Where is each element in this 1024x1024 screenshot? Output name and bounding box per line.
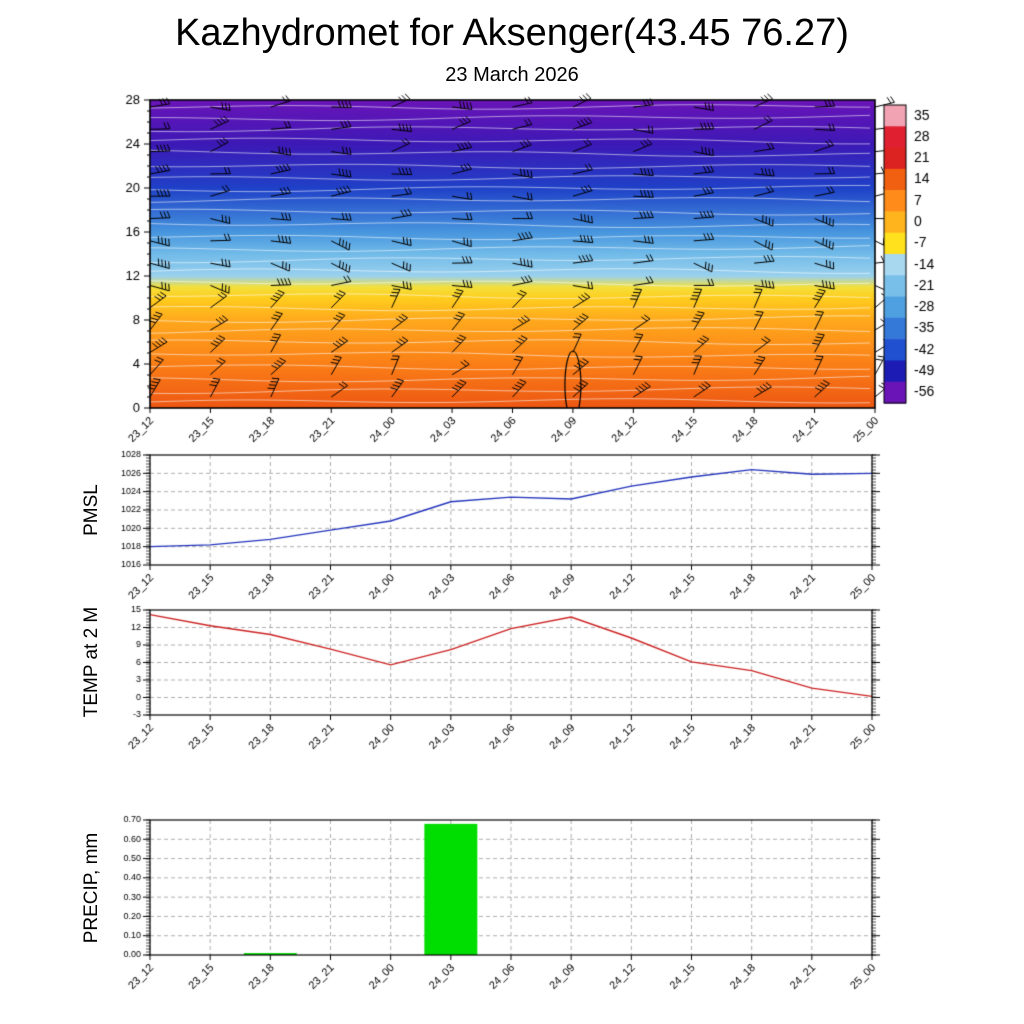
upper-air-profile-chart (0, 90, 1024, 458)
precip-axis-label: PRECIP, mm (81, 832, 102, 944)
precip-chart (0, 815, 1024, 1024)
date-subtitle: 23 March 2026 (445, 64, 579, 86)
page-title: Kazhydromet for Aksenger(43.45 76.27) (175, 12, 849, 54)
pmsl-chart (0, 450, 1024, 605)
temp-2m-chart (0, 605, 1024, 765)
pmsl-axis-label: PMSL (81, 484, 102, 536)
temp-axis-label: TEMP at 2 M (81, 606, 102, 718)
